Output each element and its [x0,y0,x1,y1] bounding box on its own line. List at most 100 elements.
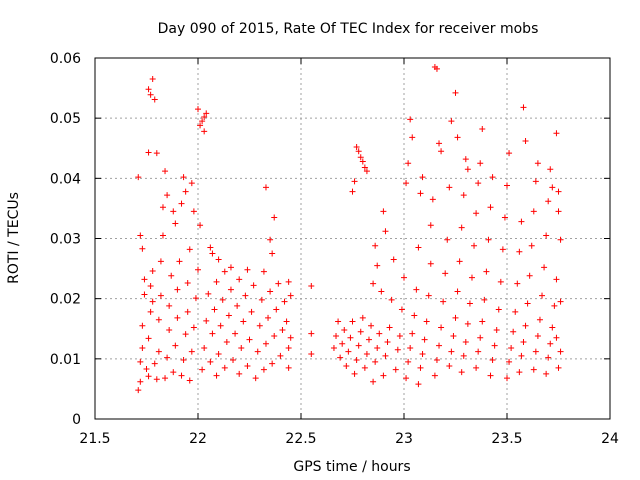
data-point [330,345,337,352]
data-point [553,276,560,283]
data-points [135,64,564,394]
data-point [262,184,269,191]
data-point [197,222,204,229]
data-point [518,218,525,225]
data-point [267,236,274,243]
data-point [238,345,245,352]
data-point [532,178,539,185]
data-point [506,358,513,365]
data-point [374,262,381,269]
data-point [308,330,315,337]
data-point [425,292,432,299]
data-point [551,302,558,309]
data-point [250,282,257,289]
data-point [347,334,354,341]
data-point [277,352,284,359]
data-point [497,278,504,285]
data-point [217,322,224,329]
data-point [541,264,548,271]
data-point [448,118,455,125]
data-point [349,318,356,325]
data-point [370,378,377,385]
data-point [283,318,290,325]
data-point [370,280,377,287]
data-point [159,204,166,211]
data-point [172,342,179,349]
data-point [252,375,259,382]
data-point [361,164,368,171]
data-point [458,369,465,376]
x-tick-label: 24 [601,431,619,447]
data-point [265,314,272,321]
data-point [394,346,401,353]
data-point [178,200,185,207]
data-point [174,286,181,293]
y-tick-label: 0.02 [50,292,81,308]
data-point [180,174,187,181]
data-point [543,232,550,239]
data-point [526,272,533,279]
data-point [405,160,412,167]
data-point [145,335,152,342]
data-point [454,288,461,295]
data-point [308,283,315,290]
grid-lines [95,58,610,419]
data-point [139,345,146,352]
data-point [396,332,403,339]
data-point [473,210,480,217]
data-point [192,295,199,302]
data-point [244,363,251,370]
data-point [464,320,471,327]
data-point [433,65,440,72]
data-point [363,168,370,175]
data-point [516,248,523,255]
data-point [162,375,169,382]
x-tick-labels: 21.5 22 22.5 23 23.5 24 [79,431,619,447]
data-point [411,312,418,319]
data-point [203,317,210,324]
data-point [390,256,397,263]
data-point [139,322,146,329]
y-tick-label: 0 [72,412,81,428]
data-point [199,118,206,125]
data-point [522,322,529,329]
data-point [213,278,220,285]
data-point [357,328,364,335]
data-point [209,250,216,257]
data-point [520,104,527,111]
data-point [524,300,531,307]
data-point [483,268,490,275]
data-point [388,296,395,303]
data-point [431,372,438,379]
data-point [164,192,171,199]
data-point [504,182,510,189]
data-point [555,208,562,215]
data-point [539,292,546,299]
data-point [518,352,525,359]
y-tick-label: 0.04 [50,171,81,187]
data-point [230,357,237,364]
data-point [493,326,500,333]
data-point [333,332,340,339]
data-point [166,302,173,309]
data-point [137,358,144,365]
data-point [355,342,362,349]
data-point [153,376,160,383]
data-point [504,375,510,382]
data-point [555,364,562,371]
data-point [258,296,265,303]
data-point [151,96,158,103]
data-point [240,318,247,325]
data-point [190,208,197,215]
data-point [506,150,513,157]
data-point [256,322,263,329]
data-point [188,180,195,187]
data-point [186,377,193,384]
data-point [260,366,267,373]
data-point [349,188,356,195]
data-point [423,318,430,325]
data-point [207,244,214,251]
data-point [446,184,453,191]
x-tick-label: 22 [189,431,207,447]
